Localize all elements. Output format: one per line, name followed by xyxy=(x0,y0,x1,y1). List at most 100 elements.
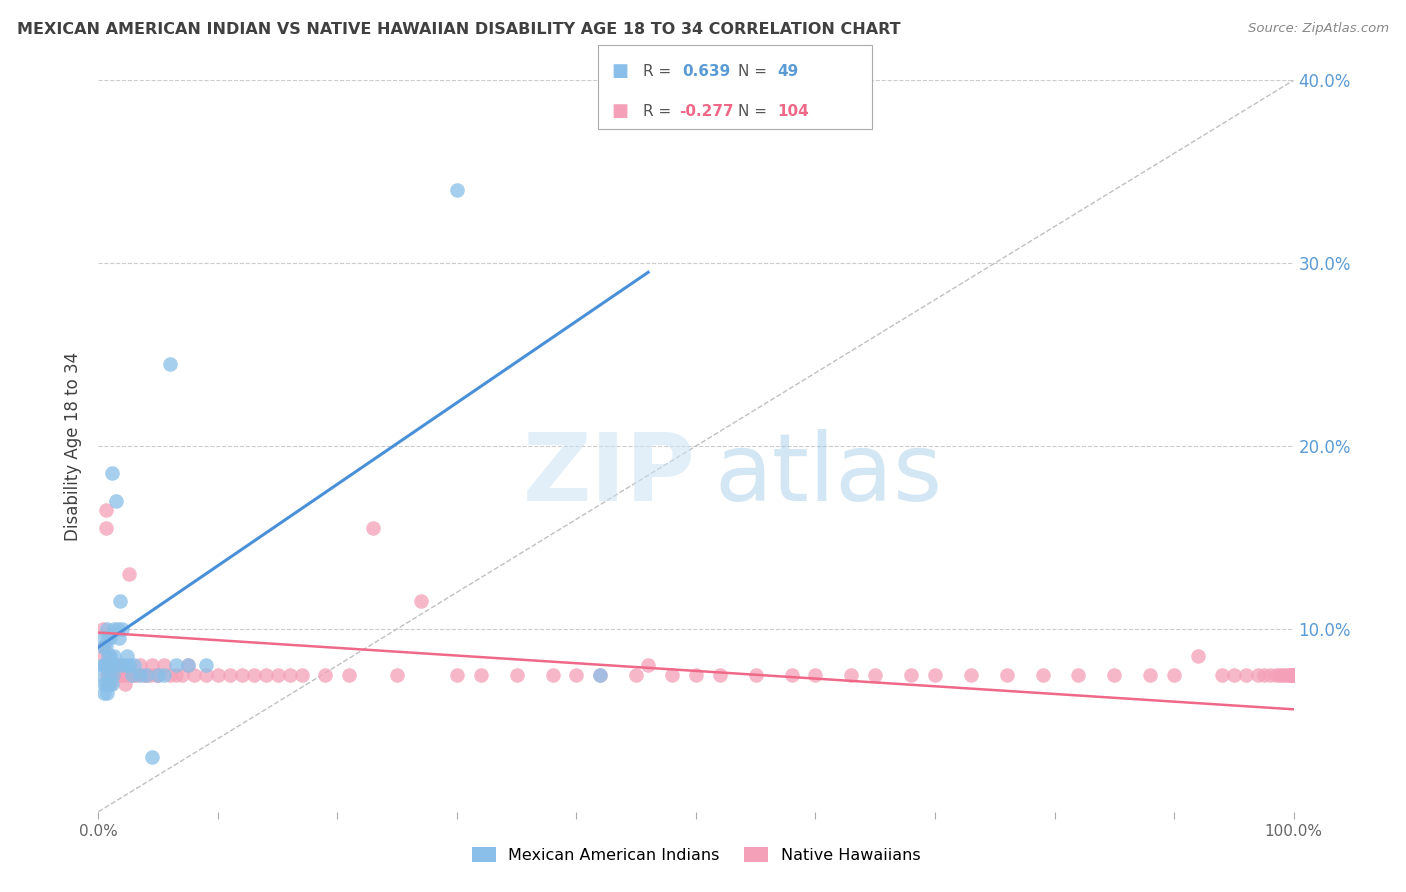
Native Hawaiians xyxy=(115,667,138,681)
Native Hawaiians xyxy=(995,667,1018,681)
Text: R =: R = xyxy=(643,104,676,119)
Native Hawaiians xyxy=(98,667,122,681)
Native Hawaiians xyxy=(97,649,120,664)
Mexican American Indians xyxy=(107,631,129,645)
Native Hawaiians xyxy=(411,594,433,608)
Text: 0.639: 0.639 xyxy=(682,64,730,78)
Native Hawaiians xyxy=(637,658,659,673)
Native Hawaiians xyxy=(1234,667,1257,681)
Native Hawaiians xyxy=(1277,667,1299,681)
Native Hawaiians xyxy=(1281,667,1303,681)
Mexican American Indians xyxy=(110,658,132,673)
Native Hawaiians xyxy=(124,667,146,681)
Native Hawaiians xyxy=(1104,667,1126,681)
Native Hawaiians xyxy=(114,676,136,690)
Mexican American Indians xyxy=(115,649,138,664)
Mexican American Indians xyxy=(114,658,136,673)
Legend: Mexican American Indians, Native Hawaiians: Mexican American Indians, Native Hawaiia… xyxy=(465,840,927,870)
Mexican American Indians xyxy=(96,658,118,673)
Native Hawaiians xyxy=(1281,667,1303,681)
Native Hawaiians xyxy=(94,503,117,517)
Native Hawaiians xyxy=(177,658,200,673)
Mexican American Indians xyxy=(91,658,114,673)
Native Hawaiians xyxy=(278,667,301,681)
Native Hawaiians xyxy=(100,658,122,673)
Mexican American Indians xyxy=(100,676,122,690)
Native Hawaiians xyxy=(254,667,277,681)
Mexican American Indians xyxy=(105,494,128,508)
Native Hawaiians xyxy=(1264,667,1286,681)
Mexican American Indians xyxy=(121,667,143,681)
Native Hawaiians xyxy=(96,658,118,673)
Native Hawaiians xyxy=(108,667,131,681)
Text: Source: ZipAtlas.com: Source: ZipAtlas.com xyxy=(1249,22,1389,36)
Native Hawaiians xyxy=(125,667,148,681)
Native Hawaiians xyxy=(110,658,132,673)
Mexican American Indians xyxy=(98,676,121,690)
Mexican American Indians xyxy=(94,640,117,655)
Native Hawaiians xyxy=(219,667,242,681)
Mexican American Indians xyxy=(96,622,118,636)
Native Hawaiians xyxy=(315,667,337,681)
Native Hawaiians xyxy=(1281,667,1303,681)
Native Hawaiians xyxy=(153,658,176,673)
Native Hawaiians xyxy=(506,667,529,681)
Native Hawaiians xyxy=(565,667,588,681)
Native Hawaiians xyxy=(165,667,187,681)
Text: N =: N = xyxy=(738,64,772,78)
Native Hawaiians xyxy=(780,667,803,681)
Native Hawaiians xyxy=(93,649,115,664)
Native Hawaiians xyxy=(121,667,143,681)
Native Hawaiians xyxy=(841,667,863,681)
Native Hawaiians xyxy=(172,667,194,681)
Mexican American Indians xyxy=(195,658,218,673)
Mexican American Indians xyxy=(97,676,120,690)
Native Hawaiians xyxy=(804,667,827,681)
Mexican American Indians xyxy=(177,658,200,673)
Mexican American Indians xyxy=(118,658,141,673)
Text: ZIP: ZIP xyxy=(523,429,696,521)
Native Hawaiians xyxy=(446,667,468,681)
Mexican American Indians xyxy=(153,667,176,681)
Native Hawaiians xyxy=(291,667,314,681)
Text: N =: N = xyxy=(738,104,772,119)
Mexican American Indians xyxy=(103,622,125,636)
Text: R =: R = xyxy=(643,64,676,78)
Mexican American Indians xyxy=(93,631,115,645)
Native Hawaiians xyxy=(243,667,266,681)
Native Hawaiians xyxy=(1278,667,1301,681)
Native Hawaiians xyxy=(129,658,152,673)
Mexican American Indians xyxy=(129,667,152,681)
Native Hawaiians xyxy=(685,667,707,681)
Native Hawaiians xyxy=(98,676,121,690)
Native Hawaiians xyxy=(900,667,922,681)
Mexican American Indians xyxy=(111,622,134,636)
Native Hawaiians xyxy=(195,667,218,681)
Native Hawaiians xyxy=(1067,667,1090,681)
Native Hawaiians xyxy=(626,667,648,681)
Native Hawaiians xyxy=(1281,667,1303,681)
Mexican American Indians xyxy=(159,357,181,371)
Native Hawaiians xyxy=(1223,667,1246,681)
Y-axis label: Disability Age 18 to 34: Disability Age 18 to 34 xyxy=(65,351,83,541)
Native Hawaiians xyxy=(1211,667,1233,681)
Mexican American Indians xyxy=(108,594,131,608)
Native Hawaiians xyxy=(139,667,162,681)
Native Hawaiians xyxy=(1032,667,1054,681)
Native Hawaiians xyxy=(924,667,946,681)
Native Hawaiians xyxy=(709,667,731,681)
Mexican American Indians xyxy=(94,658,117,673)
Native Hawaiians xyxy=(103,658,125,673)
Native Hawaiians xyxy=(97,667,120,681)
Native Hawaiians xyxy=(132,667,155,681)
Native Hawaiians xyxy=(159,667,181,681)
Native Hawaiians xyxy=(145,667,167,681)
Native Hawaiians xyxy=(183,667,205,681)
Native Hawaiians xyxy=(385,667,409,681)
Native Hawaiians xyxy=(105,667,128,681)
Native Hawaiians xyxy=(1281,667,1303,681)
Mexican American Indians xyxy=(107,622,129,636)
Native Hawaiians xyxy=(541,667,564,681)
Text: ■: ■ xyxy=(612,103,628,120)
Mexican American Indians xyxy=(93,676,115,690)
